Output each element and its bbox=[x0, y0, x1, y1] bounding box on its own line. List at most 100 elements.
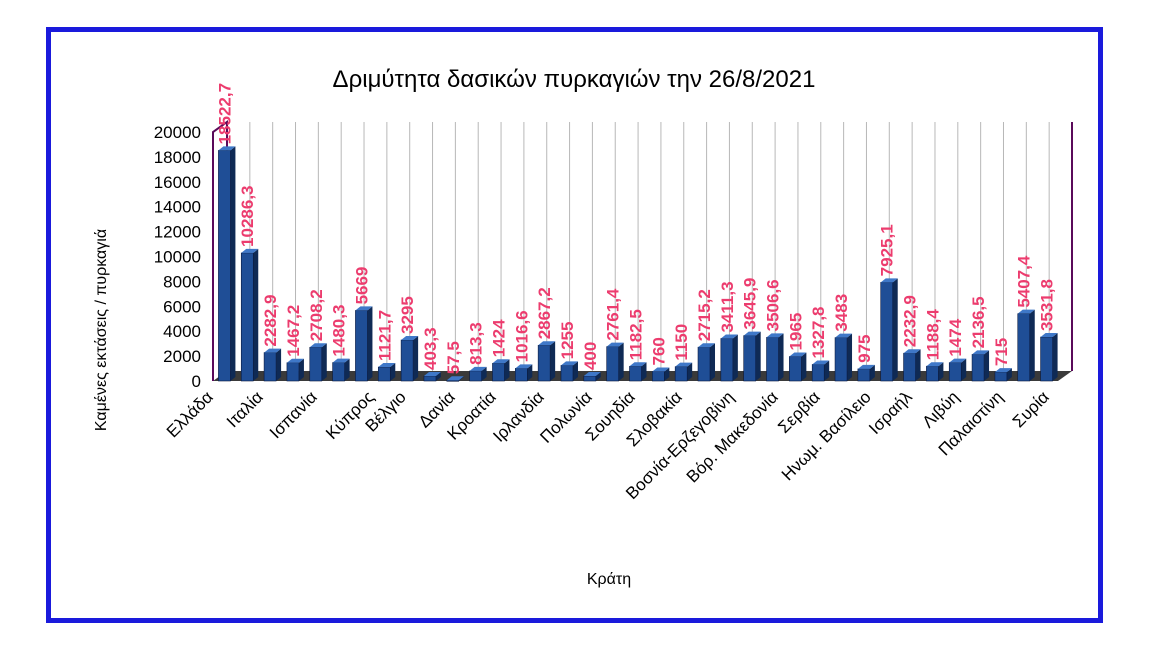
bar-top bbox=[720, 334, 738, 339]
value-label: 2136,5 bbox=[969, 296, 988, 348]
y-tick-label: 20000 bbox=[154, 123, 201, 142]
bar-side bbox=[710, 343, 716, 381]
value-label: 1016,6 bbox=[512, 310, 531, 362]
bar-side bbox=[390, 363, 396, 381]
value-label: 3411,3 bbox=[718, 281, 737, 332]
bar-top bbox=[994, 368, 1012, 373]
value-label: 1480,3 bbox=[330, 305, 349, 357]
value-label: 1150 bbox=[672, 324, 691, 361]
bar-side bbox=[938, 362, 944, 381]
bar-top bbox=[629, 362, 647, 367]
value-label: 2282,9 bbox=[261, 295, 280, 347]
bar-side bbox=[321, 343, 327, 381]
bar-top bbox=[492, 359, 510, 364]
bar bbox=[240, 252, 254, 382]
bar-side bbox=[550, 341, 556, 381]
bar-side bbox=[230, 146, 236, 381]
bar-top bbox=[355, 306, 373, 311]
bar bbox=[492, 362, 505, 382]
bar-side bbox=[481, 366, 487, 381]
bar-side bbox=[298, 358, 304, 381]
bar-top bbox=[926, 362, 944, 367]
bar-side bbox=[892, 278, 898, 381]
bar-top bbox=[949, 358, 967, 363]
y-tick-label: 6000 bbox=[163, 297, 201, 316]
bar-side bbox=[1052, 333, 1058, 381]
bar bbox=[286, 362, 300, 382]
bar-side bbox=[641, 362, 647, 381]
value-label: 2232,9 bbox=[901, 295, 920, 347]
bar bbox=[766, 337, 779, 382]
value-label: 57,5 bbox=[444, 341, 463, 374]
bar-top bbox=[880, 278, 898, 283]
bar-side bbox=[755, 331, 761, 381]
bar-side bbox=[595, 372, 601, 381]
bar-top bbox=[812, 360, 830, 365]
bar-side bbox=[915, 349, 921, 381]
bar bbox=[583, 375, 597, 382]
value-label: 715 bbox=[992, 338, 1011, 366]
bar-side bbox=[276, 348, 282, 381]
bar bbox=[377, 366, 391, 382]
value-label: 3295 bbox=[398, 296, 417, 334]
bar-top bbox=[1017, 309, 1035, 314]
value-label: 2715,2 bbox=[695, 289, 714, 341]
bar-top bbox=[743, 331, 761, 336]
bar bbox=[423, 375, 437, 382]
value-label: 2708,2 bbox=[307, 289, 326, 341]
bar-side bbox=[961, 358, 967, 381]
value-label: 1182,5 bbox=[627, 309, 646, 360]
x-tick-label: Ισπανία bbox=[266, 387, 321, 442]
bar-side bbox=[344, 358, 350, 381]
bar bbox=[926, 365, 939, 382]
bar-top bbox=[218, 146, 236, 151]
y-tick-label: 12000 bbox=[154, 223, 201, 242]
bar bbox=[606, 346, 619, 382]
bar-top bbox=[423, 371, 441, 376]
value-label: 5407,4 bbox=[1015, 255, 1034, 308]
bar-top bbox=[264, 348, 282, 353]
x-tick-label: Ιταλία bbox=[223, 387, 267, 431]
value-label: 1467,2 bbox=[284, 305, 303, 357]
value-label: 3483 bbox=[832, 294, 851, 332]
value-label: 1965 bbox=[786, 313, 805, 351]
bar bbox=[400, 339, 414, 382]
bar-side bbox=[618, 342, 624, 381]
bar-top bbox=[766, 333, 784, 338]
y-tick-label: 18000 bbox=[154, 148, 201, 167]
value-label: 403,3 bbox=[421, 327, 440, 370]
bar bbox=[880, 282, 894, 382]
y-tick-label: 14000 bbox=[154, 198, 201, 217]
bar-top bbox=[857, 364, 875, 369]
bar-side bbox=[869, 364, 875, 381]
bar-side bbox=[1006, 368, 1012, 381]
bar bbox=[994, 371, 1008, 382]
bar bbox=[948, 362, 962, 382]
bar-top bbox=[835, 333, 853, 338]
value-label: 2761,4 bbox=[604, 288, 623, 341]
bar-side bbox=[984, 350, 990, 381]
bar-top bbox=[309, 343, 327, 348]
bar-top bbox=[560, 361, 578, 366]
x-tick-label: Συρία bbox=[1009, 387, 1053, 431]
chart-title: Δριμύτητα δασικών πυρκαγιών την 26/8/202… bbox=[333, 66, 816, 93]
bar bbox=[560, 365, 574, 382]
bar bbox=[857, 368, 871, 382]
value-label: 2867,2 bbox=[535, 287, 554, 339]
bar-side bbox=[687, 362, 693, 381]
bar-side bbox=[801, 352, 807, 381]
bar bbox=[720, 338, 734, 382]
value-label: 813,3 bbox=[467, 322, 486, 365]
bar-top bbox=[972, 350, 990, 355]
bar bbox=[971, 354, 985, 382]
bar-side bbox=[435, 371, 441, 381]
value-label: 1255 bbox=[558, 322, 577, 360]
bar-top bbox=[698, 343, 716, 348]
bar-side bbox=[572, 361, 578, 381]
value-label: 975 bbox=[855, 334, 874, 362]
x-axis-title: Κράτη bbox=[587, 571, 631, 588]
bar bbox=[355, 310, 368, 382]
x-tick-label: Ελλάδα bbox=[163, 387, 217, 441]
